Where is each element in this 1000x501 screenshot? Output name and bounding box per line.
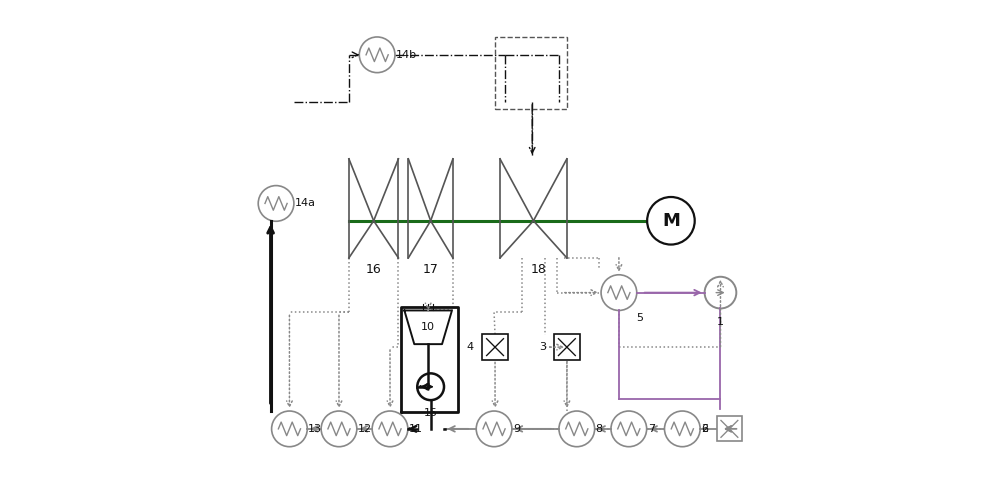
Text: 6: 6 [701, 424, 708, 434]
Text: 10: 10 [421, 322, 435, 332]
Text: 9: 9 [513, 424, 520, 434]
Text: 12: 12 [358, 424, 372, 434]
Circle shape [372, 411, 408, 447]
Circle shape [647, 197, 695, 244]
Circle shape [321, 411, 357, 447]
Text: 4: 4 [467, 342, 474, 352]
Text: 3: 3 [539, 342, 546, 352]
Circle shape [476, 411, 512, 447]
Text: 15: 15 [424, 407, 438, 417]
Text: 17: 17 [423, 263, 439, 276]
Text: 14b: 14b [396, 50, 417, 60]
Text: 14a: 14a [295, 198, 316, 208]
Text: 7: 7 [648, 424, 655, 434]
Circle shape [359, 37, 395, 73]
FancyBboxPatch shape [554, 335, 580, 360]
Circle shape [601, 275, 637, 311]
Text: 18: 18 [530, 263, 546, 276]
FancyBboxPatch shape [482, 335, 508, 360]
Circle shape [559, 411, 595, 447]
Text: M: M [662, 212, 680, 230]
Text: 2: 2 [701, 424, 708, 434]
Circle shape [705, 277, 736, 309]
Text: 5: 5 [636, 314, 643, 323]
Circle shape [258, 185, 294, 221]
Circle shape [272, 411, 307, 447]
Circle shape [417, 373, 444, 400]
Circle shape [664, 411, 700, 447]
FancyBboxPatch shape [717, 416, 742, 441]
Circle shape [611, 411, 647, 447]
Text: 16: 16 [366, 263, 382, 276]
Text: 11: 11 [409, 424, 423, 434]
Text: 1: 1 [717, 318, 724, 327]
Text: 8: 8 [596, 424, 603, 434]
Text: 13: 13 [308, 424, 322, 434]
